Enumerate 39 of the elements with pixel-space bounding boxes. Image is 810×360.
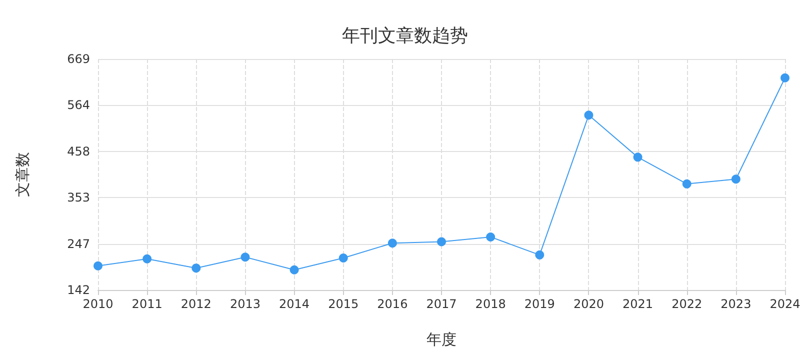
point: [142, 254, 152, 264]
point: [192, 264, 201, 273]
x-tick-label: 2012: [180, 297, 212, 311]
x-tick-label: 2016: [377, 297, 408, 311]
point: [682, 179, 692, 188]
x-tick-label: 2015: [328, 297, 359, 311]
x-tick-label: 2010: [82, 297, 114, 311]
y-tick-label: 353: [67, 190, 90, 205]
x-tick-label: 2022: [672, 297, 702, 311]
x-tick-label: 2019: [524, 297, 555, 311]
y-tick-label: 142: [67, 283, 90, 297]
y-axis-title: 文章数: [14, 152, 32, 197]
y-tick-label: 564: [67, 98, 90, 112]
x-tick-label: 2011: [132, 297, 162, 311]
x-tick-label: 2020: [573, 297, 604, 311]
x-axis-title: 年度: [426, 330, 456, 348]
x-tick-label: 2014: [279, 297, 310, 311]
x-tick-label: 2024: [770, 297, 800, 311]
point: [94, 261, 102, 270]
x-tick-label: 2017: [426, 297, 457, 311]
point: [290, 265, 299, 274]
x-tick-label: 2021: [622, 297, 654, 311]
point: [486, 232, 496, 242]
point: [633, 152, 642, 162]
y-tick-label: 458: [67, 144, 90, 158]
y-tick-label: 669: [67, 52, 90, 66]
point: [437, 237, 446, 246]
x-tick-label: 2018: [475, 297, 506, 311]
point: [240, 252, 250, 262]
point: [584, 110, 594, 120]
point: [780, 73, 790, 82]
x-tick-label: 2013: [230, 297, 260, 311]
point: [731, 174, 740, 184]
chart-title: 年刊文章数趋势: [342, 26, 468, 46]
y-tick-label: 247: [67, 236, 90, 251]
point: [388, 238, 397, 248]
point: [338, 254, 348, 262]
x-tick-label: 2023: [720, 297, 752, 311]
point: [535, 250, 544, 260]
